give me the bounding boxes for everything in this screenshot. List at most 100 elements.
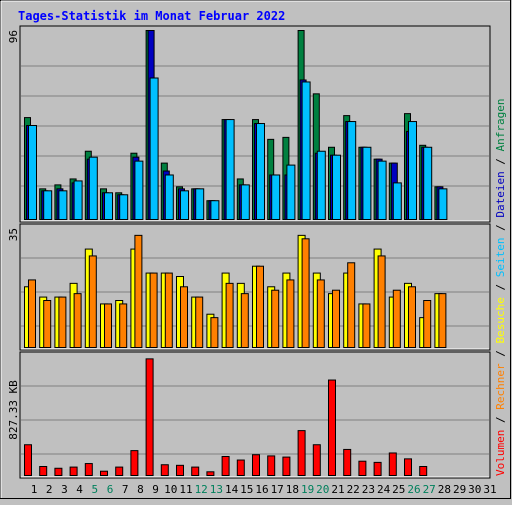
bar-volumen-day-24 bbox=[373, 461, 382, 477]
bar-rechner-day-10 bbox=[164, 272, 173, 349]
bar-volumen-day-23 bbox=[358, 460, 367, 476]
y-tick-label-hits-files-pages: 96 bbox=[7, 30, 20, 43]
x-tick-day-23: 23 bbox=[362, 483, 375, 496]
bar-volumen-day-10 bbox=[160, 464, 169, 476]
bar-seiten-day-3 bbox=[58, 190, 68, 220]
bar-rechner-day-16 bbox=[256, 265, 264, 349]
legend-volumen: Volumen bbox=[494, 430, 507, 476]
bar-seiten-day-19 bbox=[301, 81, 311, 221]
bar-volumen-day-16 bbox=[252, 454, 260, 476]
x-tick-day-31: 31 bbox=[483, 483, 496, 496]
legend- /: / bbox=[494, 218, 507, 238]
bar-rechner-day-19 bbox=[301, 238, 310, 349]
bar-rechner-day-14 bbox=[225, 282, 234, 349]
x-tick-day-16: 16 bbox=[255, 483, 268, 496]
y-tick-label-visits-computers: 35 bbox=[7, 228, 20, 241]
x-tick-day-2: 2 bbox=[46, 483, 53, 496]
bar-seiten-day-16 bbox=[256, 123, 265, 220]
legend- /: / bbox=[494, 410, 507, 430]
bar-seiten-day-20 bbox=[316, 150, 326, 221]
bar-rechner-day-5 bbox=[88, 255, 97, 348]
legend-besuche: Besuche bbox=[494, 297, 507, 343]
legend-dateien: Dateien bbox=[494, 171, 507, 217]
bar-volumen-day-19 bbox=[297, 430, 306, 476]
bar-rechner-day-3 bbox=[58, 296, 67, 349]
legend- /: / bbox=[494, 277, 507, 297]
bar-volumen-day-6 bbox=[100, 470, 108, 476]
bar-seiten-day-5 bbox=[88, 156, 98, 221]
bar-rechner-day-24 bbox=[377, 255, 386, 348]
bar-volumen-day-14 bbox=[221, 456, 230, 476]
bar-volumen-day-22 bbox=[343, 448, 352, 476]
bar-seiten-day-15 bbox=[240, 184, 250, 220]
x-tick-day-8: 8 bbox=[137, 483, 144, 496]
legend-seiten: Seiten bbox=[494, 238, 507, 278]
bar-volumen-day-18 bbox=[282, 456, 291, 476]
x-tick-day-1: 1 bbox=[31, 483, 38, 496]
x-tick-day-7: 7 bbox=[122, 483, 129, 496]
x-tick-day-22: 22 bbox=[347, 483, 360, 496]
bar-rechner-day-2 bbox=[43, 300, 52, 348]
bar-rechner-day-25 bbox=[392, 289, 401, 349]
bar-seiten-day-13 bbox=[210, 200, 220, 220]
bar-volumen-day-11 bbox=[176, 464, 184, 476]
chart-title: Tages-Statistik im Monat Februar 2022 bbox=[18, 9, 285, 23]
bar-seiten-day-21 bbox=[332, 154, 341, 220]
bar-seiten-day-9 bbox=[149, 77, 159, 220]
bar-seiten-day-4 bbox=[73, 180, 83, 221]
bar-rechner-day-22 bbox=[347, 262, 356, 348]
bar-volumen-day-12 bbox=[191, 466, 200, 476]
x-tick-day-11: 11 bbox=[179, 483, 192, 496]
x-tick-day-19: 19 bbox=[301, 483, 314, 496]
bar-rechner-day-9 bbox=[149, 272, 158, 349]
x-tick-day-18: 18 bbox=[286, 483, 299, 496]
bar-volumen-day-1 bbox=[24, 444, 32, 476]
x-tick-day-15: 15 bbox=[240, 483, 253, 496]
x-tick-day-20: 20 bbox=[316, 483, 329, 496]
x-tick-day-29: 29 bbox=[453, 483, 466, 496]
bar-seiten-day-22 bbox=[347, 121, 357, 220]
x-tick-day-5: 5 bbox=[91, 483, 98, 496]
bar-volumen-day-9 bbox=[145, 358, 154, 476]
bar-seiten-day-2 bbox=[43, 190, 53, 220]
bar-seiten-day-7 bbox=[119, 194, 129, 220]
bar-rechner-day-7 bbox=[119, 303, 128, 348]
bar-seiten-day-14 bbox=[225, 119, 235, 220]
bar-volumen-day-26 bbox=[404, 458, 412, 476]
bar-rechner-day-27 bbox=[423, 300, 432, 348]
bar-rechner-day-1 bbox=[28, 279, 36, 348]
bar-rechner-day-12 bbox=[195, 296, 204, 349]
bar-volumen-day-8 bbox=[130, 450, 139, 476]
bar-seiten-day-8 bbox=[134, 160, 144, 220]
x-tick-day-12: 12 bbox=[195, 483, 208, 496]
x-tick-day-14: 14 bbox=[225, 483, 239, 496]
bar-seiten-day-23 bbox=[362, 146, 372, 220]
bar-rechner-day-28 bbox=[438, 293, 447, 348]
x-tick-day-17: 17 bbox=[271, 483, 284, 496]
bar-volumen-day-15 bbox=[236, 459, 245, 477]
bar-seiten-day-6 bbox=[104, 192, 113, 221]
side-legend: Volumen / Rechner / Besuche / Seiten / D… bbox=[494, 98, 507, 476]
bar-rechner-day-20 bbox=[316, 279, 325, 348]
bar-rechner-day-23 bbox=[362, 303, 371, 348]
bar-rechner-day-18 bbox=[286, 279, 295, 348]
bar-volumen-day-5 bbox=[84, 463, 93, 477]
bar-rechner-day-15 bbox=[240, 293, 249, 348]
legend-anfragen: Anfragen bbox=[494, 98, 507, 151]
bar-seiten-day-17 bbox=[271, 174, 281, 221]
bar-volumen-day-7 bbox=[115, 466, 124, 476]
bar-seiten-day-11 bbox=[180, 190, 189, 220]
bar-seiten-day-10 bbox=[164, 174, 174, 221]
bar-seiten-day-28 bbox=[438, 188, 448, 220]
x-tick-day-10: 10 bbox=[164, 483, 177, 496]
bar-seiten-day-12 bbox=[195, 188, 205, 220]
y-tick-label-volume: 827.33 KB bbox=[7, 380, 20, 440]
bar-volumen-day-13 bbox=[206, 471, 215, 477]
bar-seiten-day-1 bbox=[28, 125, 37, 220]
x-tick-day-21: 21 bbox=[331, 483, 344, 496]
bar-rechner-day-17 bbox=[271, 289, 280, 349]
bar-volumen-day-17 bbox=[267, 455, 276, 477]
